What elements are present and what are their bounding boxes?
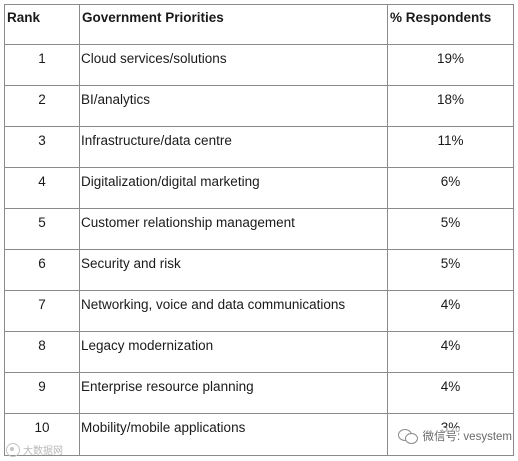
- wechat-watermark: 微信号: vesystem: [397, 428, 512, 444]
- table-row: 1 Cloud services/solutions 19%: [4, 44, 514, 86]
- priority-cell: BI/analytics: [79, 85, 388, 127]
- header-respondents: % Respondents: [387, 4, 514, 45]
- rank-cell: 5: [4, 208, 80, 250]
- site-watermark-text: 大数据网: [23, 446, 63, 457]
- respondents-cell: 5%: [387, 249, 514, 291]
- priorities-table-container: Rank Government Priorities % Respondents…: [4, 4, 514, 456]
- rank-cell: 1: [4, 44, 80, 86]
- table-row: 7 Networking, voice and data communicati…: [4, 290, 514, 332]
- header-rank: Rank: [4, 4, 80, 45]
- rank-cell: 8: [4, 331, 80, 373]
- table-header: Rank Government Priorities % Respondents: [4, 4, 514, 45]
- header-priority: Government Priorities: [79, 4, 388, 45]
- respondents-cell: 19%: [387, 44, 514, 86]
- table-row: 9 Enterprise resource planning 4%: [4, 372, 514, 414]
- priority-cell: Customer relationship management: [79, 208, 388, 250]
- respondents-cell: 6%: [387, 167, 514, 209]
- priority-cell: Cloud services/solutions: [79, 44, 388, 86]
- table-row: 6 Security and risk 5%: [4, 249, 514, 291]
- wechat-icon: [397, 428, 418, 444]
- rank-cell: 3: [4, 126, 80, 168]
- priority-cell: Networking, voice and data communication…: [79, 290, 388, 332]
- site-watermark: 大数据网: [6, 442, 63, 457]
- table-row: 8 Legacy modernization 4%: [4, 331, 514, 373]
- rank-cell: 9: [4, 372, 80, 414]
- site-logo-icon: [6, 442, 20, 457]
- rank-cell: 2: [4, 85, 80, 127]
- rank-cell: 6: [4, 249, 80, 291]
- respondents-cell: 5%: [387, 208, 514, 250]
- priority-cell: Security and risk: [79, 249, 388, 291]
- table-row: 4 Digitalization/digital marketing 6%: [4, 167, 514, 209]
- priority-cell: Digitalization/digital marketing: [79, 167, 388, 209]
- wechat-watermark-text: 微信号: vesystem: [422, 431, 512, 443]
- table-row: 5 Customer relationship management 5%: [4, 208, 514, 250]
- table-row: 2 BI/analytics 18%: [4, 85, 514, 127]
- government-priorities-table: Rank Government Priorities % Respondents…: [4, 4, 514, 456]
- header-row: Rank Government Priorities % Respondents: [4, 4, 514, 45]
- priority-cell: Infrastructure/data centre: [79, 126, 388, 168]
- rank-cell: 7: [4, 290, 80, 332]
- priority-cell: Mobility/mobile applications: [79, 413, 388, 456]
- respondents-cell: 11%: [387, 126, 514, 168]
- respondents-cell: 4%: [387, 372, 514, 414]
- respondents-cell: 4%: [387, 290, 514, 332]
- respondents-cell: 4%: [387, 331, 514, 373]
- table-row: 3 Infrastructure/data centre 11%: [4, 126, 514, 168]
- rank-cell: 4: [4, 167, 80, 209]
- table-body: 1 Cloud services/solutions 19% 2 BI/anal…: [4, 44, 514, 456]
- priority-cell: Legacy modernization: [79, 331, 388, 373]
- priority-cell: Enterprise resource planning: [79, 372, 388, 414]
- respondents-cell: 18%: [387, 85, 514, 127]
